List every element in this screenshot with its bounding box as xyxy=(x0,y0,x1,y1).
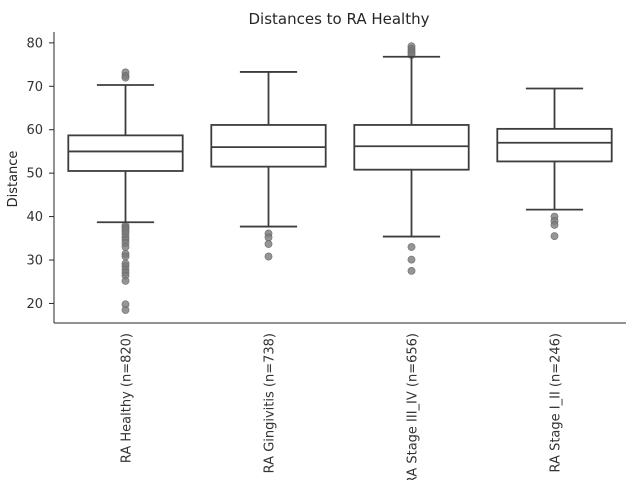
outlier-point xyxy=(550,232,559,241)
x-tick-label: RA Gingivitis (n=738) xyxy=(263,333,278,473)
box-group xyxy=(353,42,470,275)
outlier-point xyxy=(121,306,130,314)
y-tick-label: 30 xyxy=(26,254,43,269)
outlier-point xyxy=(121,276,130,285)
outlier-point xyxy=(264,240,273,248)
box-group xyxy=(210,71,327,261)
outlier-point xyxy=(264,233,273,242)
x-tick-labels: RA Healthy (n=820) RA Gingivitis (n=738) R… xyxy=(120,333,564,480)
y-tick-label: 40 xyxy=(26,210,43,225)
x-tick-label: RA Stage I_II (n=246) xyxy=(549,333,564,472)
outlier-point xyxy=(121,243,130,251)
chart-title: Distances to RA Healthy xyxy=(249,10,430,28)
outlier-point xyxy=(121,252,130,261)
x-tick-label: RA Healthy (n=820) xyxy=(120,333,135,463)
outlier-point xyxy=(550,220,559,229)
x-tick-label: RA Stage III_IV (n=656) xyxy=(406,333,421,480)
y-tick-label: 20 xyxy=(26,297,43,312)
outlier-point xyxy=(121,73,130,82)
box-group xyxy=(67,68,184,314)
y-tick-label: 50 xyxy=(26,167,43,182)
y-tick-label: 70 xyxy=(26,80,43,95)
iqr-box xyxy=(496,127,613,163)
outlier-point xyxy=(264,252,273,261)
iqr-box xyxy=(67,134,184,172)
y-ticks: 20 30 40 50 60 70 80 xyxy=(26,36,54,312)
iqr-box xyxy=(210,124,327,168)
outlier-point xyxy=(407,255,416,264)
outlier-point xyxy=(407,266,416,275)
box-group xyxy=(496,87,613,241)
y-axis-label: Distance xyxy=(6,151,21,208)
axes xyxy=(53,32,626,324)
y-tick-label: 80 xyxy=(26,36,43,51)
outlier-point xyxy=(407,243,416,251)
y-tick-label: 60 xyxy=(26,123,43,138)
iqr-box xyxy=(353,124,470,171)
boxes xyxy=(67,42,613,314)
